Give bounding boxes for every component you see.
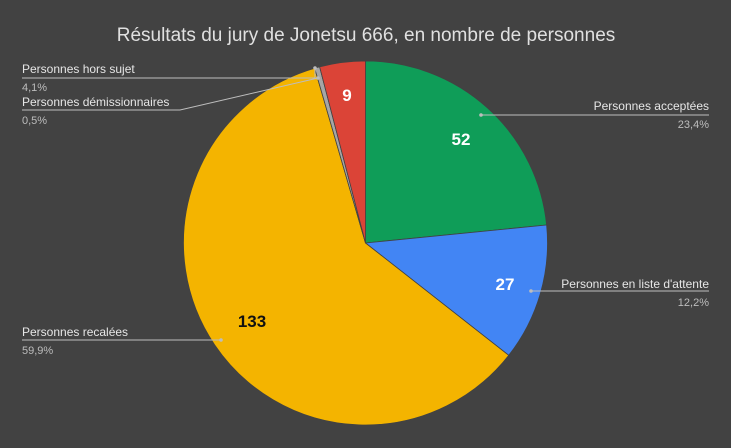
callout-percent-label: 59,9% xyxy=(22,345,53,357)
callout-percent-label: 4,1% xyxy=(22,82,47,94)
callout-anchor-dot xyxy=(219,338,223,342)
callout-category-label: Personnes recalées xyxy=(22,325,128,339)
value-labels: 52 27 133 9 xyxy=(238,86,515,331)
callout-anchor-dot xyxy=(529,289,533,293)
callout-category-label: Personnes démissionnaires xyxy=(22,95,169,109)
pie-slice-personnes-recalees xyxy=(183,67,510,426)
callout-anchor-dot xyxy=(316,76,320,80)
callout-percent-label: 23,4% xyxy=(678,119,709,131)
pie-slices xyxy=(183,60,548,426)
callout-anchor-dot xyxy=(313,66,317,70)
chart-title: Résultats du jury de Jonetsu 666, en nom… xyxy=(117,25,616,46)
callout-percent-label: 0,5% xyxy=(22,115,47,127)
callout-leader-line xyxy=(22,77,319,111)
slice-value-label: 133 xyxy=(238,312,266,331)
callout-anchor-dot xyxy=(479,113,483,117)
slice-value-label: 9 xyxy=(342,86,351,105)
callout-percent-label: 12,2% xyxy=(678,297,709,309)
pie-slice-personnes-acceptees xyxy=(365,60,548,244)
slice-value-label: 27 xyxy=(496,275,515,294)
callout-category-label: Personnes acceptées xyxy=(594,99,709,113)
pie-slice-personnes-hors-sujet xyxy=(319,60,366,244)
slice-callouts: Personnes acceptées 23,4% Personnes en lis… xyxy=(22,62,709,357)
callout-category-label: Personnes en liste d'attente xyxy=(561,277,709,291)
callout-leader-line xyxy=(22,68,316,79)
callout-category-label: Personnes hors sujet xyxy=(22,62,135,76)
slice-value-label: 52 xyxy=(452,130,471,149)
pie-slice-personnes-en-liste-d-attente xyxy=(364,224,548,356)
